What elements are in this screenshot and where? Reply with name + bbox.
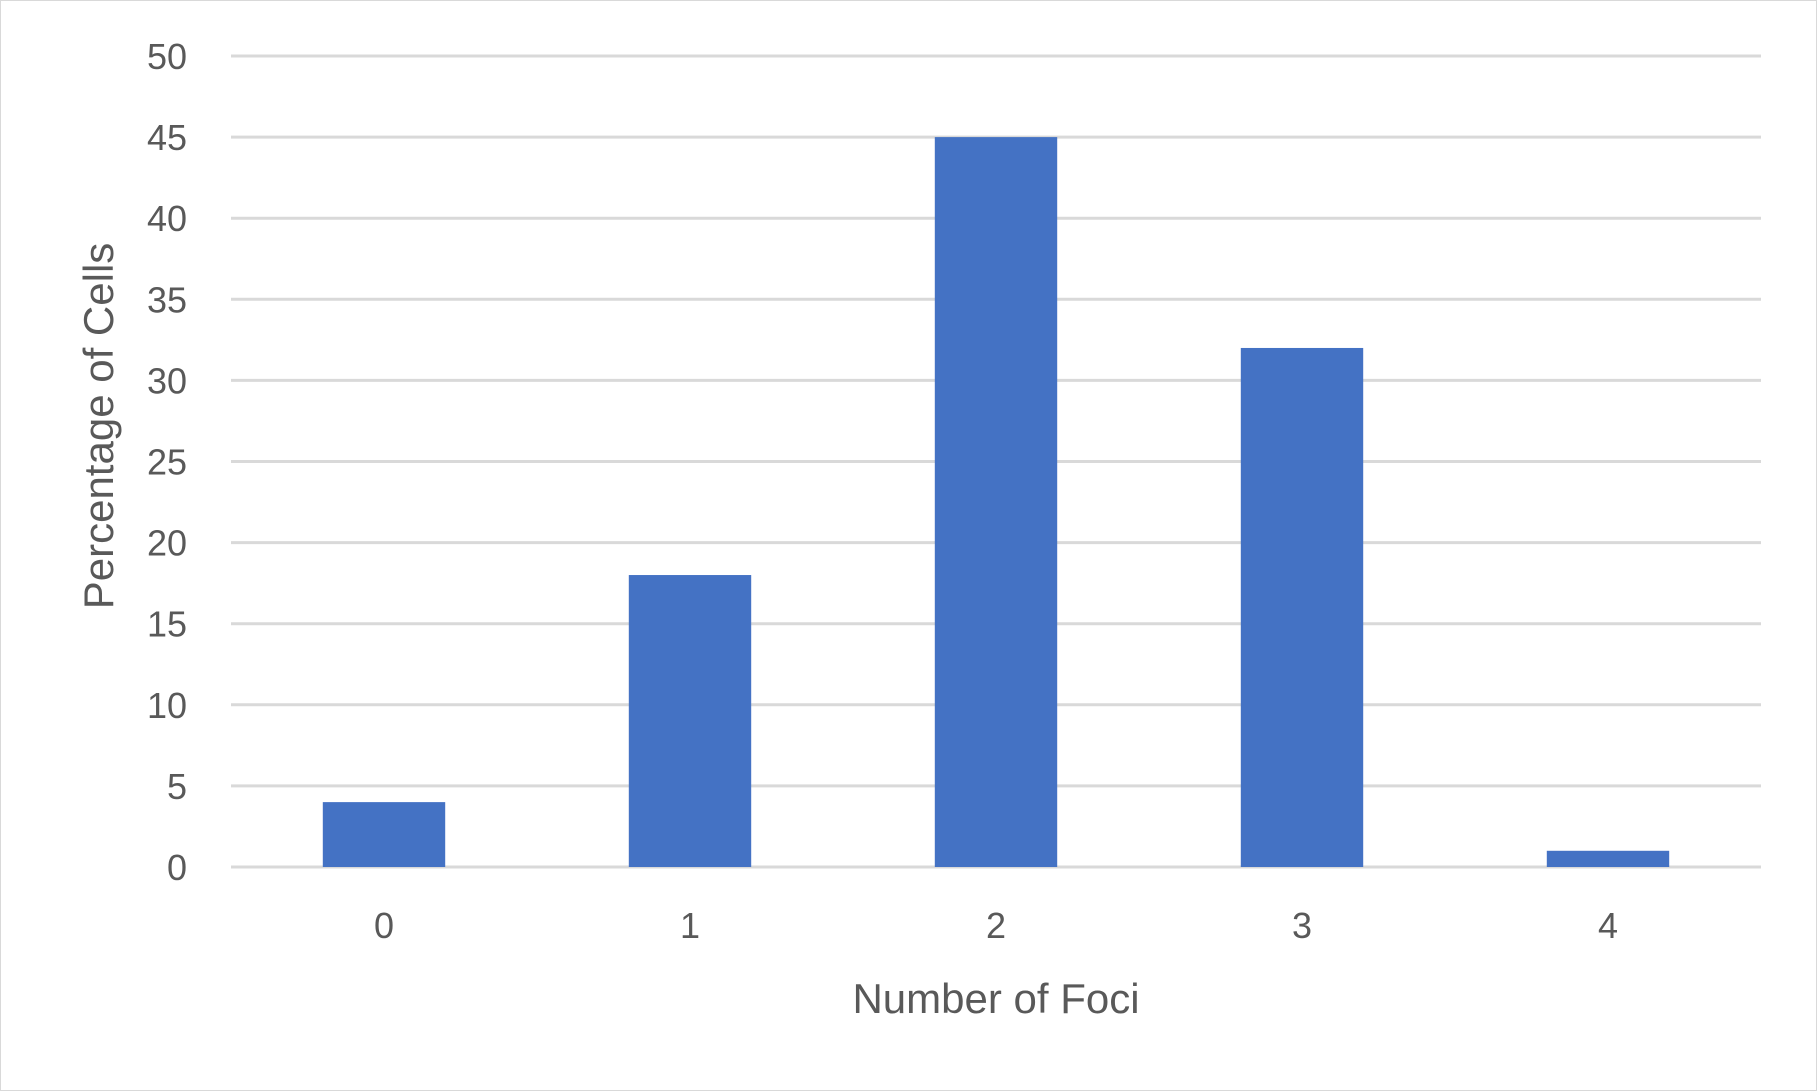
bar-2 <box>934 137 1058 868</box>
x-tick-label: 0 <box>374 905 394 946</box>
y-tick-label: 0 <box>167 847 187 888</box>
y-tick-label: 40 <box>147 198 187 239</box>
y-tick-label: 25 <box>147 442 187 483</box>
y-tick-label: 45 <box>147 117 187 158</box>
x-tick-label: 4 <box>1598 905 1618 946</box>
y-tick-label: 15 <box>147 604 187 645</box>
x-tick-labels: 0 1 2 3 4 <box>374 905 1618 946</box>
y-tick-label: 10 <box>147 685 187 726</box>
bar-0 <box>322 802 446 867</box>
y-axis-title: Percentage of Cells <box>75 243 122 610</box>
y-tick-label: 35 <box>147 279 187 320</box>
x-tick-label: 1 <box>680 905 700 946</box>
bar-4 <box>1546 850 1670 867</box>
y-tick-label: 20 <box>147 523 187 564</box>
y-tick-label: 5 <box>167 766 187 807</box>
y-tick-label: 50 <box>147 36 187 77</box>
x-axis-title: Number of Foci <box>852 975 1139 1022</box>
bar-3 <box>1240 347 1364 868</box>
x-tick-label: 3 <box>1292 905 1312 946</box>
y-tick-labels: 0 5 10 15 20 25 30 35 40 45 50 <box>147 36 187 888</box>
bar-1 <box>628 575 752 867</box>
x-tick-label: 2 <box>986 905 1006 946</box>
bars <box>322 137 1670 868</box>
y-tick-label: 30 <box>147 360 187 401</box>
